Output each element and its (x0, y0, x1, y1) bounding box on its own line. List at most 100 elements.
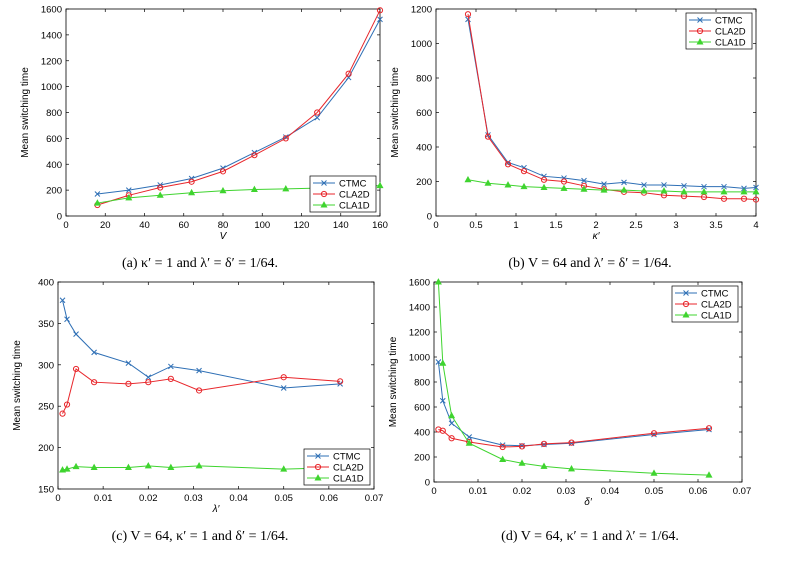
data-point-ctmc-stroke-2 (641, 182, 647, 188)
x-tick-label: 0.01 (94, 493, 113, 504)
data-point-cla1d (540, 183, 548, 191)
data-point-ctmc (377, 16, 383, 23)
chart-d: 0 0.01 0.02 0.03 0.04 0.05 0.06 0.07 0 200 400 600 8… (388, 278, 751, 509)
legend-marker (697, 17, 703, 23)
legend-label: CTMC (715, 16, 743, 27)
legend-label: CLA1D (701, 311, 732, 322)
y-tick-label: 350 (38, 319, 54, 330)
x-tick-label: 3 (673, 220, 678, 231)
series-cla2d (435, 425, 713, 451)
x-tick-label: 1 (513, 220, 518, 231)
y-tick-label: 1200 (411, 5, 432, 16)
series-cla1d (434, 278, 713, 478)
data-point-ctmc (125, 187, 132, 193)
data-point-ctmc (753, 184, 759, 191)
data-point-ctmc-stroke-2 (753, 184, 759, 191)
data-point-ctmc-stroke-2 (280, 385, 287, 391)
y-tick-label: 150 (38, 485, 54, 496)
data-point-ctmc (59, 297, 66, 304)
data-point-cla1d (752, 188, 760, 195)
y-tick-label: 200 (46, 186, 62, 197)
series-cla1d (59, 461, 344, 473)
caption-b: (b) V = 64 and λ′ = δ′ = 1/64. (508, 256, 672, 271)
caption-a: (a) κ′ = 1 and λ′ = δ′ = 1/64. (122, 256, 278, 271)
series-line-cla2d (62, 368, 341, 414)
y-tick-label: 1400 (409, 303, 430, 314)
data-point-ctmc (439, 397, 446, 404)
data-point-cla1d (600, 186, 608, 193)
data-point-cla1d (504, 181, 512, 188)
x-tick-label: 0.01 (469, 486, 488, 497)
data-point-ctmc-stroke-2 (73, 331, 79, 338)
data-point-ctmc-stroke-2 (706, 426, 712, 433)
x-tick-label: 4 (753, 220, 758, 231)
data-point-ctmc-stroke-2 (125, 187, 132, 193)
data-point-cla2d (72, 365, 80, 373)
data-point-cla2d (145, 379, 152, 386)
data-point-ctmc-stroke-2 (125, 360, 132, 366)
y-tick-label: 300 (38, 360, 54, 371)
data-point-ctmc-stroke-2 (466, 434, 473, 440)
y-tick-label: 800 (416, 74, 432, 85)
data-point-ctmc (706, 426, 712, 433)
x-tick-label: 0 (55, 493, 60, 504)
data-point-cla2d (157, 184, 164, 191)
data-point-cla2d (376, 7, 384, 14)
series-line-cla1d (467, 179, 756, 193)
legend-label: CTMC (333, 452, 361, 463)
caption-c: (c) V = 64, κ′ = 1 and δ′ = 1/64. (111, 529, 289, 544)
y-tick-label: 1000 (409, 353, 430, 364)
data-point-ctmc (94, 191, 101, 197)
data-point-ctmc (466, 434, 473, 440)
data-point-cla2d (540, 176, 548, 183)
data-point-ctmc-stroke-2 (701, 183, 707, 190)
legend-label: CLA2D (701, 300, 732, 311)
legend-marker-stroke-2 (315, 453, 321, 459)
data-point-cla2d (540, 440, 548, 447)
legend-marker (314, 474, 322, 481)
legend-marker (696, 38, 704, 45)
data-point-cla1d (484, 179, 492, 186)
x-tick-label: 100 (254, 220, 270, 231)
x-tick-label: 0 (433, 220, 438, 231)
y-tick-label: 200 (416, 177, 432, 188)
y-tick-label: 200 (414, 453, 430, 464)
legend-marker (696, 27, 704, 35)
data-point-ctmc-stroke-2 (601, 181, 607, 187)
data-point-ctmc-stroke-2 (435, 359, 442, 365)
legend-label: CLA1D (339, 201, 370, 212)
data-point-ctmc (621, 179, 627, 186)
series-cla1d (464, 175, 760, 195)
data-point-cla2d (499, 443, 506, 451)
data-point-cla2d (59, 410, 66, 417)
data-point-cla1d (124, 463, 132, 470)
y-tick-label: 400 (414, 428, 430, 439)
x-tick-label: 3.5 (709, 220, 722, 231)
y-tick-label: 600 (46, 134, 62, 145)
data-point-cla1d (560, 184, 568, 191)
data-point-ctmc-stroke-2 (681, 182, 687, 189)
x-tick-label: 0.04 (601, 486, 620, 497)
x-tick-label: 0.03 (557, 486, 576, 497)
legend-label: CLA1D (715, 38, 746, 49)
series-cla2d (94, 7, 384, 209)
data-point-cla1d (705, 471, 713, 478)
x-tick-label: 0.06 (689, 486, 708, 497)
y-tick-label: 400 (416, 143, 432, 154)
series-line-cla2d (438, 427, 710, 448)
data-point-cla1d (219, 186, 227, 194)
data-point-ctmc-stroke-2 (196, 367, 202, 374)
x-tick-label: 0.04 (229, 493, 248, 504)
data-point-ctmc (721, 183, 727, 190)
data-point-ctmc (601, 181, 607, 187)
data-point-ctmc (168, 363, 174, 370)
y-tick-label: 1600 (41, 5, 62, 16)
x-tick-label: 1.5 (549, 220, 562, 231)
y-tick-label: 250 (38, 402, 54, 413)
y-tick-label: 200 (38, 443, 54, 454)
data-point-cla1d (280, 465, 288, 472)
x-tick-label: 0.07 (733, 486, 752, 497)
